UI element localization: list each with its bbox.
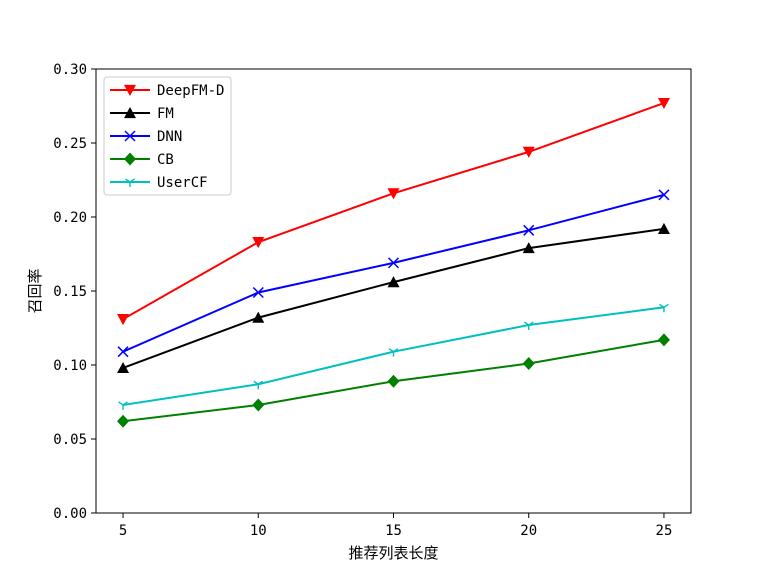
series-deepfm-d	[117, 97, 670, 326]
legend-label-fm: FM	[157, 106, 174, 122]
data-point-usercf	[253, 380, 264, 390]
legend-item-usercf: UserCF	[110, 175, 208, 191]
y-tick-label: 0.10	[53, 358, 87, 374]
series-cb	[117, 333, 670, 428]
series-dnn	[117, 189, 670, 358]
data-point-cb	[117, 414, 130, 428]
data-point-dnn	[658, 189, 670, 201]
series-line-fm	[122, 227, 665, 369]
data-point-cb	[657, 333, 670, 347]
series-fm	[117, 222, 670, 374]
y-tick-label: 0.00	[53, 506, 87, 522]
legend-marker-deepfm-d	[124, 84, 136, 96]
data-point-usercf	[523, 321, 534, 331]
data-point-fm	[117, 361, 130, 374]
data-point-dnn	[523, 224, 535, 236]
data-point-deepfm-d	[657, 97, 670, 110]
data-point-usercf	[388, 348, 399, 357]
y-tick-label: 0.30	[53, 62, 87, 78]
data-point-deepfm-d	[252, 237, 265, 249]
legend-label-usercf: UserCF	[157, 175, 208, 191]
plot-area	[117, 97, 670, 428]
y-tick-label: 0.05	[53, 432, 87, 448]
y-tick-label: 0.25	[53, 136, 87, 152]
legend-marker-dnn	[124, 130, 136, 142]
data-point-dnn	[252, 286, 264, 299]
x-tick-label: 5	[119, 523, 127, 539]
data-point-deepfm-d	[117, 314, 130, 326]
legend-marker-cb	[124, 152, 136, 166]
data-point-deepfm-d	[522, 146, 535, 158]
data-point-cb	[522, 357, 535, 371]
y-tick-label: 0.15	[53, 284, 87, 300]
data-point-cb	[387, 374, 400, 388]
legend-item-cb: CB	[110, 152, 174, 168]
legend-item-deepfm-d: DeepFM-D	[110, 83, 224, 99]
legend-item-dnn: DNN	[110, 129, 182, 145]
y-axis-title: 召回率	[26, 268, 44, 313]
data-point-fm	[387, 276, 400, 288]
data-point-usercf	[659, 303, 669, 313]
x-tick-label: 15	[385, 523, 402, 539]
data-point-dnn	[387, 257, 400, 269]
legend-item-fm: FM	[110, 106, 174, 122]
legend: DeepFM-D FM DNN CB UserCF	[103, 76, 232, 196]
x-tick-label: 10	[250, 523, 267, 539]
data-point-deepfm-d	[387, 188, 400, 200]
legend-marker-fm	[124, 107, 136, 119]
data-point-dnn	[117, 346, 129, 358]
legend-marker-usercf	[125, 178, 135, 187]
data-point-usercf	[118, 401, 128, 410]
series-usercf	[118, 303, 669, 410]
y-tick-label: 0.20	[53, 210, 87, 226]
legend-label-dnn: DNN	[157, 129, 182, 145]
data-point-fm	[657, 222, 670, 234]
legend-label-deepfm-d: DeepFM-D	[157, 83, 224, 99]
legend-label-cb: CB	[157, 152, 174, 168]
legend-box	[103, 76, 232, 196]
x-tick-label: 25	[656, 523, 673, 539]
x-axis-title: 推荐列表长度	[348, 544, 438, 562]
data-point-fm	[252, 311, 265, 323]
axes: 5 10 15 20 25 0.00 0.05 0.10 0.15 0.20 0.25 0.30	[53, 62, 692, 539]
x-tick-label: 20	[520, 523, 537, 539]
data-point-cb	[252, 398, 265, 412]
data-point-fm	[522, 242, 535, 254]
